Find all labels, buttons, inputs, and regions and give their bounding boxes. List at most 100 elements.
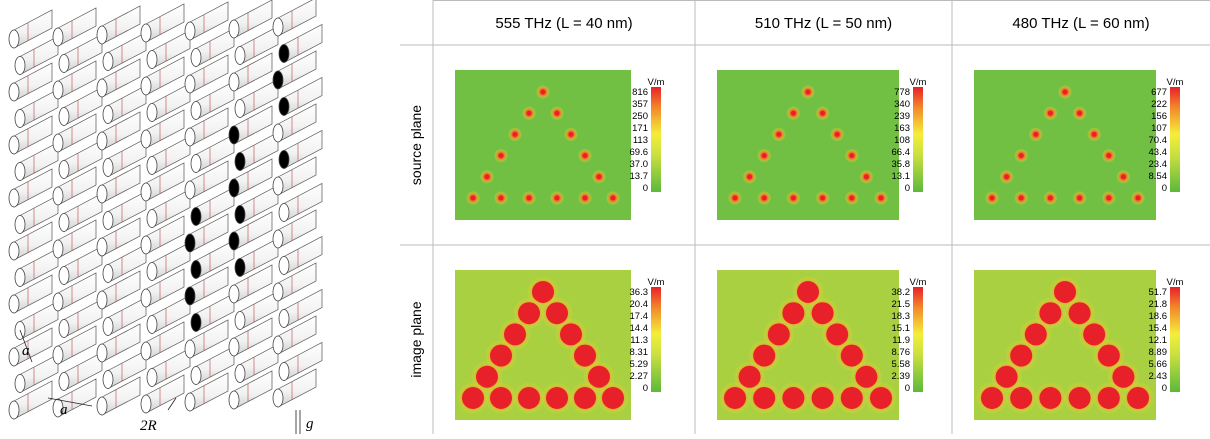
rod-end — [147, 210, 157, 228]
rod-end — [235, 100, 245, 118]
hot-spot-core — [583, 153, 588, 158]
colorbar-tick: 21.5 — [892, 299, 911, 310]
colorbar-tick: 15.4 — [1149, 323, 1168, 334]
hot-spot-core — [471, 196, 476, 201]
colorbar-tick: 15.1 — [892, 323, 911, 334]
colorbar-tick: 816 — [632, 87, 648, 98]
rod-end — [103, 212, 113, 230]
rod-end — [273, 389, 283, 407]
hot-spot-core — [1077, 196, 1082, 201]
rod-end — [103, 159, 113, 177]
rod-end — [9, 30, 19, 48]
colorbar-tick: 11.9 — [892, 335, 910, 346]
rod-end — [229, 73, 239, 91]
hot-spot-core — [820, 196, 825, 201]
rod-end — [97, 344, 107, 362]
rod-end — [273, 18, 283, 36]
rod-end — [185, 128, 195, 146]
page: {"figure": { "lattice_labels": ["a", "a"… — [0, 0, 1210, 434]
hot-spot-core — [1004, 174, 1009, 179]
hot-spot-core — [1092, 132, 1097, 137]
hot-spot-core — [555, 111, 560, 116]
rod-end — [15, 57, 25, 75]
rod-end — [229, 338, 239, 356]
rod-end — [15, 375, 25, 393]
rod-end — [59, 161, 69, 179]
hot-spot-core — [849, 153, 854, 158]
hot-spot-core — [1077, 111, 1082, 116]
hot-spot-core — [485, 174, 490, 179]
colorbar — [913, 87, 923, 192]
colorbar-tick: 163 — [894, 123, 910, 134]
rod-end — [53, 28, 63, 46]
rod-end — [141, 395, 151, 413]
rod-end — [235, 365, 245, 383]
hot-spot-core — [574, 387, 596, 409]
hot-spot-core — [841, 387, 863, 409]
excited-rod-end — [229, 179, 239, 197]
colorbar-tick: 340 — [894, 99, 910, 110]
hot-spot-core — [733, 196, 738, 201]
rod — [185, 2, 228, 40]
hot-spot-core — [499, 196, 504, 201]
colorbar-tick: 2.39 — [892, 371, 911, 382]
rod-end — [273, 177, 283, 195]
hot-spot-core — [513, 132, 518, 137]
colorbar-tick: 8.31 — [630, 347, 649, 358]
rod-end — [191, 49, 201, 67]
hot-spot-core — [555, 196, 560, 201]
colorbar-tick: 113 — [633, 135, 648, 146]
rod-lattice: aa2Rg — [9, 0, 322, 434]
rod — [229, 0, 272, 38]
field-map: V/m38.221.518.315.111.98.765.582.390 — [717, 270, 927, 420]
rod-end — [273, 124, 283, 142]
rod-end — [191, 102, 201, 120]
column-header: 510 THz (L = 50 nm) — [755, 15, 892, 32]
rod-end — [9, 189, 19, 207]
rod-end — [147, 104, 157, 122]
rod-end — [59, 214, 69, 232]
rod-end — [97, 79, 107, 97]
colorbar-tick: 70.4 — [1149, 135, 1168, 146]
rod-end — [53, 346, 63, 364]
rod — [97, 6, 140, 44]
colorbar-tick: 36.3 — [630, 287, 649, 298]
colorbar-tick: 35.8 — [892, 159, 911, 170]
rod-end — [59, 320, 69, 338]
row-label: image plane — [408, 301, 424, 377]
hot-spot-core — [879, 196, 884, 201]
excited-rod-end — [235, 206, 245, 224]
rod-end — [53, 240, 63, 258]
hot-spot-core — [1069, 387, 1091, 409]
field-map: V/m51.721.818.615.412.18.895.662.430 — [974, 270, 1184, 420]
rod-end — [235, 47, 245, 65]
field-map: V/m36.320.417.414.411.38.315.292.270 — [455, 270, 665, 420]
row-label: source plane — [408, 105, 424, 185]
rod-end — [273, 336, 283, 354]
rod-end — [103, 318, 113, 336]
rod-end — [141, 77, 151, 95]
hot-spot-core — [835, 132, 840, 137]
hot-spot-core — [1010, 387, 1032, 409]
excited-rod-end — [191, 261, 201, 279]
hot-spot-core — [490, 387, 512, 409]
excited-rod-end — [185, 287, 195, 305]
hot-spot-core — [569, 132, 574, 137]
hot-spot-core — [527, 111, 532, 116]
rod-end — [141, 236, 151, 254]
colorbar-tick: 250 — [632, 111, 648, 122]
hot-spot-core — [597, 174, 602, 179]
colorbar-tick: 23.4 — [1149, 159, 1168, 170]
rod-end — [59, 108, 69, 126]
colorbar-tick: 677 — [1151, 87, 1167, 98]
rod-end — [273, 230, 283, 248]
colorbar-tick: 69.6 — [630, 147, 649, 158]
colorbar-tick: 5.29 — [630, 359, 649, 370]
colorbar-tick: 5.58 — [892, 359, 911, 370]
hot-spot-core — [1048, 196, 1053, 201]
hot-spot-core — [806, 90, 811, 95]
hot-spot-core — [1048, 111, 1053, 116]
excited-rod-end — [191, 208, 201, 226]
hot-spot-core — [1127, 387, 1149, 409]
colorbar-tick: 0 — [905, 383, 910, 394]
